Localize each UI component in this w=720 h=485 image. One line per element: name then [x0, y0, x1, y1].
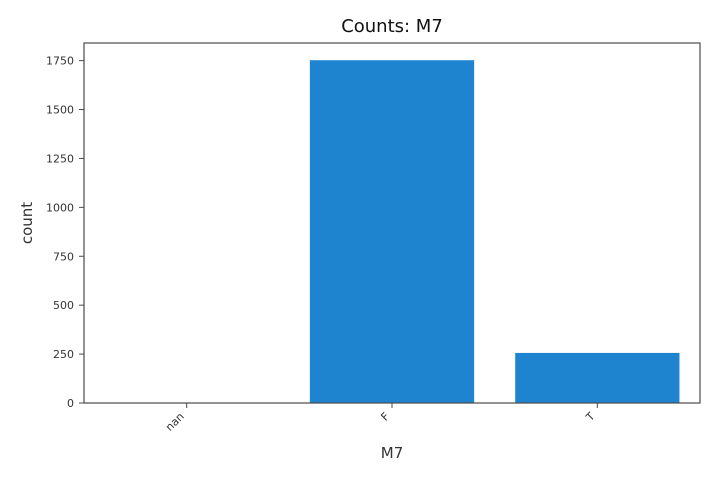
y-axis: 0 250 500 750 1000 1250 1500 1750 — [46, 55, 84, 410]
y-tick-label: 1500 — [46, 104, 74, 117]
x-axis: nan F T — [163, 403, 598, 434]
y-axis-label: count — [18, 202, 36, 244]
y-tick-label: 250 — [53, 348, 74, 361]
y-tick-label: 1000 — [46, 201, 74, 214]
chart-title: Counts: M7 — [341, 16, 443, 37]
bar-T — [515, 352, 680, 403]
y-tick-label: 500 — [53, 299, 74, 312]
y-tick-label: 1750 — [46, 55, 74, 68]
plot-frame — [83, 42, 701, 404]
x-tick-label: nan — [163, 410, 187, 434]
bar-F — [309, 60, 475, 403]
y-tick-label: 0 — [67, 397, 74, 410]
y-tick-label: 750 — [53, 250, 74, 263]
bars-group — [309, 60, 680, 403]
x-tick-label: T — [583, 410, 598, 425]
x-axis-label: M7 — [381, 444, 404, 462]
x-tick-label: F — [378, 410, 392, 424]
y-tick-label: 1250 — [46, 152, 74, 165]
